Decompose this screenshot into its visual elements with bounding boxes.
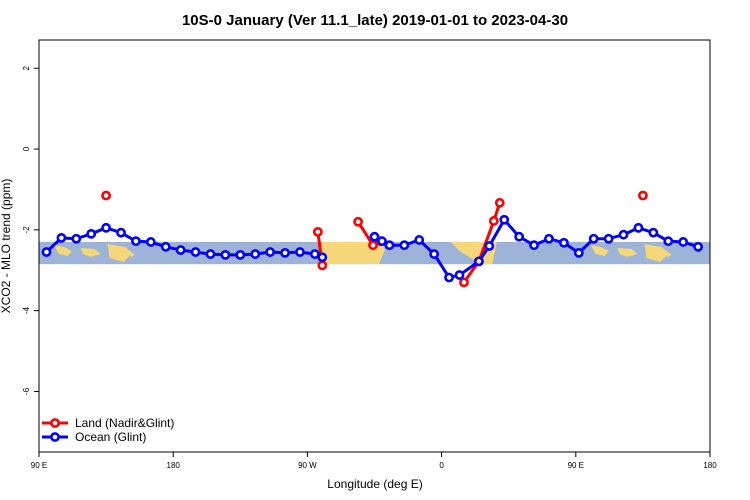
land-africa <box>319 241 385 265</box>
data-point <box>693 241 703 252</box>
legend-ocean-marker <box>50 432 60 442</box>
legend-ocean-label: Ocean (Glint) <box>75 430 146 444</box>
data-point <box>573 247 584 258</box>
series-layer <box>41 190 703 288</box>
data-point <box>529 240 539 251</box>
data-point <box>175 245 186 255</box>
y-axis: 2 0 -2 -4 -6 <box>22 66 39 395</box>
y-tick-label: -6 <box>22 387 31 395</box>
plot-frame <box>38 39 711 453</box>
y-tick-label: -4 <box>22 307 31 315</box>
data-point <box>71 233 82 244</box>
data-point <box>312 226 323 237</box>
data-point <box>368 240 378 251</box>
data-point <box>399 240 410 251</box>
chart-title: 10S-0 January (Ver 11.1_late) 2019-01-01… <box>182 12 568 29</box>
data-point <box>86 228 97 239</box>
data-point <box>544 233 554 244</box>
y-axis-label: XCO2 - MLO trend (ppm) <box>0 179 13 314</box>
data-point <box>377 236 387 247</box>
data-point <box>131 236 141 247</box>
data-point <box>678 237 689 247</box>
data-point <box>488 216 499 226</box>
x-tick-label: 90 W <box>298 461 317 470</box>
x-tick-label: 90 E <box>568 461 584 470</box>
data-point <box>454 270 465 280</box>
data-point <box>633 222 644 233</box>
x-axis: 90 E 180 90 W 0 90 E 180 <box>31 452 717 470</box>
data-point <box>265 247 276 257</box>
data-point <box>220 249 231 260</box>
data-point <box>116 227 126 238</box>
legend-land-label: Land (Nadir&Glint) <box>75 416 174 430</box>
data-point <box>473 256 484 267</box>
data-point <box>280 247 290 258</box>
land-indonesia-right <box>590 243 672 262</box>
data-point <box>638 190 648 201</box>
x-tick-label: 180 <box>703 461 717 470</box>
data-point <box>41 247 52 257</box>
data-point <box>499 214 510 225</box>
data-point <box>145 237 156 247</box>
y-tick-label: -2 <box>22 226 31 234</box>
x-tick-label: 0 <box>439 461 444 470</box>
data-point <box>295 247 305 257</box>
data-point <box>160 241 171 252</box>
data-point <box>250 249 261 259</box>
y-tick-label: 0 <box>22 146 31 151</box>
data-point <box>514 231 525 242</box>
data-point <box>494 197 505 208</box>
x-axis-label: Longitude (deg E) <box>327 477 422 491</box>
data-point <box>384 240 395 251</box>
data-point <box>56 233 67 243</box>
data-point <box>429 249 440 259</box>
data-point <box>190 247 201 257</box>
land-indonesia-left <box>53 243 135 262</box>
data-point <box>353 216 363 227</box>
chart-title-group: 10S-0 January (Ver 11.1_late) 2019-01-01… <box>182 12 568 29</box>
data-point <box>588 233 599 244</box>
data-point <box>444 272 454 283</box>
data-point <box>618 229 629 240</box>
data-point <box>101 222 111 233</box>
data-point <box>648 227 659 238</box>
data-point <box>603 233 614 244</box>
data-point <box>558 237 569 248</box>
data-point <box>205 249 216 259</box>
data-point <box>369 231 380 242</box>
series-ocean <box>41 214 703 283</box>
data-point <box>414 235 425 245</box>
data-point <box>235 249 246 260</box>
data-point <box>459 277 469 288</box>
data-point <box>663 236 674 247</box>
background-map-band <box>39 241 710 265</box>
y-tick-label: 2 <box>22 66 31 71</box>
data-point <box>317 260 328 271</box>
x-tick-label: 180 <box>167 461 181 470</box>
legend-land-marker <box>50 418 60 428</box>
series-line <box>462 202 502 284</box>
data-point <box>317 252 328 263</box>
legend: Land (Nadir&Glint) Ocean (Glint) <box>42 416 174 444</box>
data-point <box>309 249 320 259</box>
data-point <box>484 241 495 251</box>
x-tick-label: 90 E <box>31 461 47 470</box>
data-point <box>101 190 111 201</box>
